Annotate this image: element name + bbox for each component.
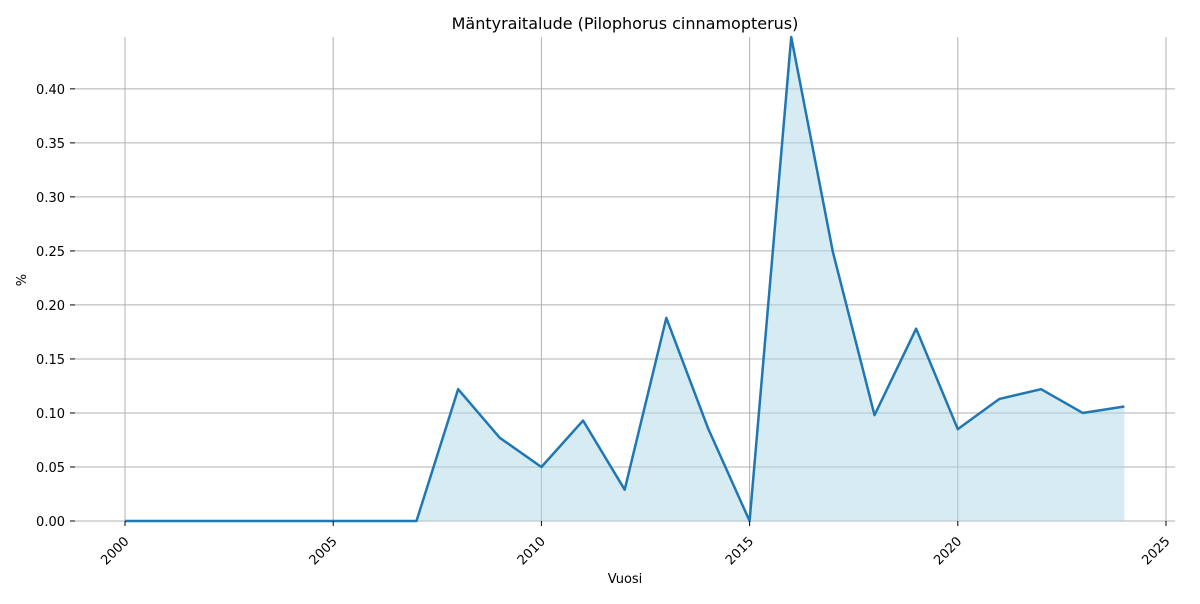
x-tick-label: 2000 (98, 534, 132, 568)
y-tick-label: 0.00 (36, 515, 65, 530)
x-tick-label: 2010 (515, 534, 549, 568)
y-tick-label: 0.25 (36, 245, 65, 260)
x-tick-label: 2025 (1139, 534, 1173, 568)
y-tick-label: 0.05 (36, 461, 65, 476)
area-fill (125, 37, 1124, 521)
y-axis-label: % (15, 274, 30, 286)
y-tick-label: 0.20 (36, 299, 65, 314)
y-tick-label: 0.35 (36, 137, 65, 152)
y-tick-label: 0.10 (36, 407, 65, 422)
chart-title: Mäntyraitalude (Pilophorus cinnamopterus… (452, 14, 799, 33)
y-tick-label: 0.40 (36, 83, 65, 98)
x-tick-label: 2005 (307, 534, 341, 568)
x-tick-label: 2015 (723, 534, 757, 568)
y-tick-label: 0.30 (36, 191, 65, 206)
x-tick-label: 2020 (931, 534, 965, 568)
x-axis-label: Vuosi (608, 572, 643, 587)
y-tick-label: 0.15 (36, 353, 65, 368)
